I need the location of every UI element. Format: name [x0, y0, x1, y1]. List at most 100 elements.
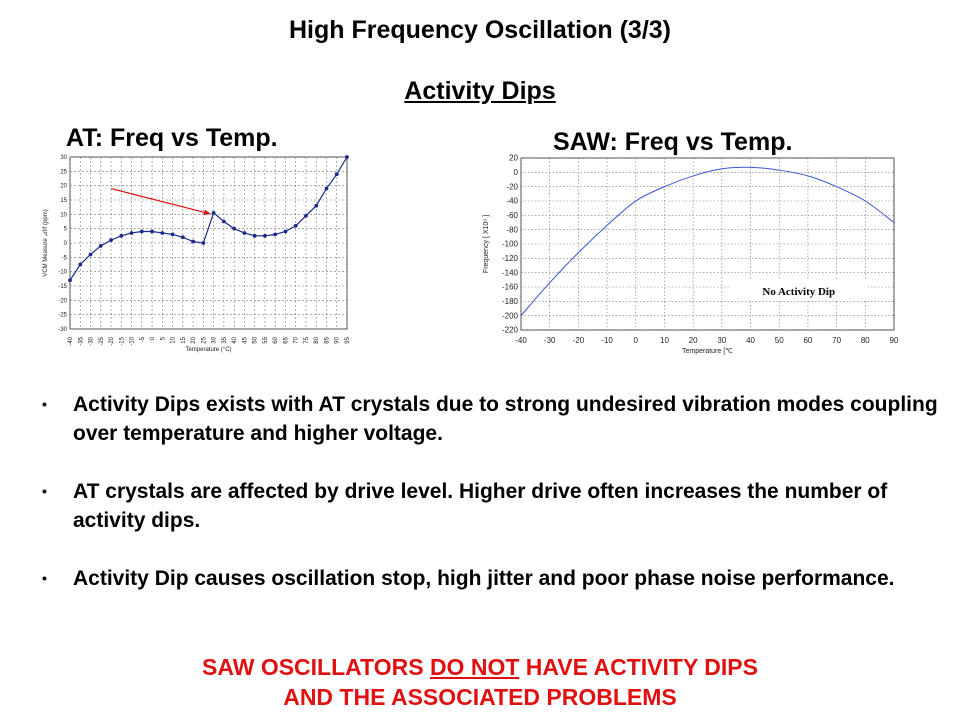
- x-axis-label: Temperature (°C): [185, 347, 231, 353]
- at-data-point: [252, 233, 257, 238]
- slide-subtitle: Activity Dips: [404, 77, 556, 105]
- x-tick-label: 45: [242, 336, 248, 343]
- saw-freq-temp-chart: -40 -30 -20 -10 0 10 20 30 40 50 60 70 80 90200-20-40…: [483, 154, 899, 355]
- activity-dip-arrow: [110, 187, 211, 215]
- at-data-point: [78, 262, 83, 267]
- x-tick-label: 15: [181, 336, 187, 343]
- at-data-point: [273, 232, 278, 237]
- bullet-item: • Activity Dips exists with AT crystals d…: [42, 390, 942, 448]
- x-tick-label: 75: [304, 336, 310, 343]
- footer-line-2: AND THE ASSOCIATED PROBLEMS: [283, 684, 677, 710]
- y-tick-label: -20: [58, 298, 67, 304]
- at-data-point: [109, 238, 113, 243]
- at-data-point: [283, 229, 288, 234]
- footer-emphasis: DO NOT: [429, 654, 520, 680]
- x-tick-label: -20: [109, 336, 115, 345]
- y-tick-label: 20: [509, 154, 518, 163]
- at-data-point: [160, 231, 165, 235]
- footer-line-1: SAW OSCILLATORS DO NOT HAVE ACTIVITY DIP…: [0, 654, 960, 681]
- x-tick-label: -10: [130, 336, 136, 345]
- x-tick-label: -20: [573, 336, 585, 345]
- at-data-point: [232, 226, 237, 231]
- footer-post: HAVE ACTIVITY DIPS: [519, 654, 758, 680]
- at-data-point: [139, 229, 144, 234]
- x-tick-label: 95: [345, 336, 351, 343]
- x-tick-label: 85: [324, 336, 330, 343]
- x-tick-label: -40: [515, 336, 527, 345]
- at-data-point: [201, 241, 206, 245]
- at-data-point: [211, 211, 216, 215]
- y-tick-label: -200: [502, 311, 519, 320]
- bullet-item: • AT crystals are affected by drive level…: [42, 477, 942, 535]
- y-tick-label: -120: [502, 254, 519, 263]
- x-tick-label: 50: [253, 336, 259, 343]
- x-tick-label: -35: [78, 336, 84, 345]
- y-tick-label: -180: [502, 297, 519, 306]
- saw-series-line: [520, 166, 895, 316]
- at-data-point: [242, 231, 247, 235]
- at-data-point: [314, 203, 319, 208]
- x-tick-label: 70: [294, 336, 300, 343]
- x-tick-label: -30: [89, 336, 95, 345]
- x-tick-label: 50: [775, 336, 784, 345]
- bullet-dot-icon: •: [42, 570, 47, 586]
- x-tick-label: 0: [150, 336, 156, 340]
- x-tick-label: 30: [212, 336, 218, 343]
- y-tick-label: 20: [60, 184, 67, 190]
- y-tick-label: -40: [506, 197, 518, 206]
- y-axis-label: Frequency [ X10⁶ ]: [483, 215, 490, 273]
- x-tick-label: 35: [222, 336, 228, 343]
- at-data-point: [150, 229, 154, 234]
- x-tick-label: 10: [660, 336, 669, 345]
- at-data-point: [304, 213, 308, 218]
- x-tick-label: 60: [803, 336, 812, 345]
- bullet-text: AT crystals are affected by drive level.…: [73, 480, 888, 532]
- bullet-dot-icon: •: [42, 483, 47, 499]
- x-tick-label: 55: [263, 336, 269, 343]
- y-tick-label: 30: [60, 155, 67, 161]
- x-tick-label: 90: [890, 336, 899, 345]
- x-tick-label: 70: [832, 336, 841, 345]
- x-axis-label: Temperature [℃: [682, 348, 733, 355]
- x-tick-label: 65: [283, 336, 289, 343]
- x-tick-label: 20: [191, 336, 197, 343]
- x-tick-label: -40: [68, 336, 74, 345]
- y-tick-label: 10: [60, 212, 67, 218]
- x-tick-label: 40: [232, 336, 238, 343]
- plot-frame: [69, 156, 348, 330]
- y-tick-label: 15: [60, 198, 67, 204]
- y-tick-label: -160: [502, 283, 519, 292]
- y-tick-label: -60: [506, 211, 518, 220]
- at-data-point: [88, 252, 93, 257]
- y-tick-label: 0: [514, 168, 519, 177]
- at-data-point: [293, 223, 298, 228]
- at-data-point: [180, 235, 185, 240]
- at-data-point: [345, 155, 349, 159]
- at-data-point: [68, 278, 72, 283]
- y-tick-label: 5: [64, 227, 68, 233]
- x-tick-label: 25: [201, 336, 207, 343]
- bullet-text: Activity Dip causes oscillation stop, hi…: [73, 567, 895, 590]
- x-tick-label: -10: [601, 336, 613, 345]
- at-data-point: [98, 243, 103, 248]
- bullet-text: Activity Dips exists with AT crystals du…: [73, 393, 938, 445]
- y-axis-label: VCM Measure ⊿f/f (ppm): [43, 209, 49, 276]
- saw-chart-title: SAW: Freq vs Temp.: [553, 128, 793, 156]
- x-tick-label: 10: [171, 336, 177, 343]
- at-data-point: [191, 239, 196, 244]
- at-data-point: [221, 219, 226, 224]
- x-tick-label: -5: [140, 336, 146, 342]
- activity-dip-arrowhead: [203, 209, 211, 215]
- x-tick-label: 90: [335, 336, 341, 343]
- y-tick-label: 25: [60, 169, 67, 175]
- at-data-point: [119, 233, 124, 238]
- y-tick-label: -220: [502, 326, 519, 335]
- y-tick-label: -10: [58, 270, 67, 276]
- at-chart-title: AT: Freq vs Temp.: [66, 124, 278, 152]
- at-data-point: [129, 231, 134, 235]
- x-tick-label: 80: [861, 336, 870, 345]
- y-tick-label: -25: [58, 313, 67, 319]
- at-data-point: [324, 186, 329, 191]
- y-tick-label: -80: [506, 225, 518, 234]
- x-tick-label: 60: [273, 336, 279, 343]
